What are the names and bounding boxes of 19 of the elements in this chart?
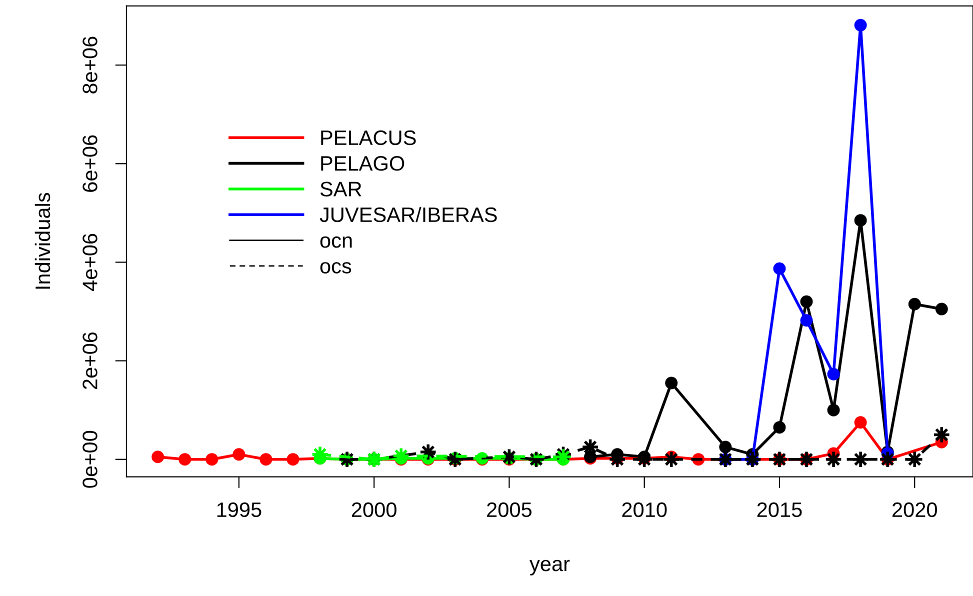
legend-label: ocs bbox=[320, 262, 352, 274]
legend-label: JUVESAR/IBERAS bbox=[320, 206, 497, 222]
x-tick-label: 2010 bbox=[622, 502, 667, 518]
legend-label: ocn bbox=[320, 236, 352, 248]
y-tick-label: 2e+06 bbox=[82, 332, 98, 389]
legend-label: SAR bbox=[320, 182, 362, 196]
legend-label: PELAGO bbox=[321, 156, 404, 171]
y-tick-label: 6e+06 bbox=[82, 135, 98, 192]
y-tick-label: 0e+00 bbox=[82, 430, 98, 488]
y-tick-label: 4e+06 bbox=[82, 234, 98, 291]
x-tick-label: 2020 bbox=[892, 502, 937, 518]
x-tick-label: 2000 bbox=[352, 502, 396, 518]
x-tick-label: 2015 bbox=[757, 502, 802, 518]
x-tick-label: 2005 bbox=[487, 502, 532, 518]
x-tick-label: 1995 bbox=[217, 502, 262, 518]
x-axis-title: year bbox=[530, 560, 570, 576]
legend-label: PELACUS bbox=[321, 130, 416, 146]
y-tick-label: 8e+06 bbox=[82, 36, 98, 94]
y-axis-title: Individuals bbox=[34, 192, 50, 289]
